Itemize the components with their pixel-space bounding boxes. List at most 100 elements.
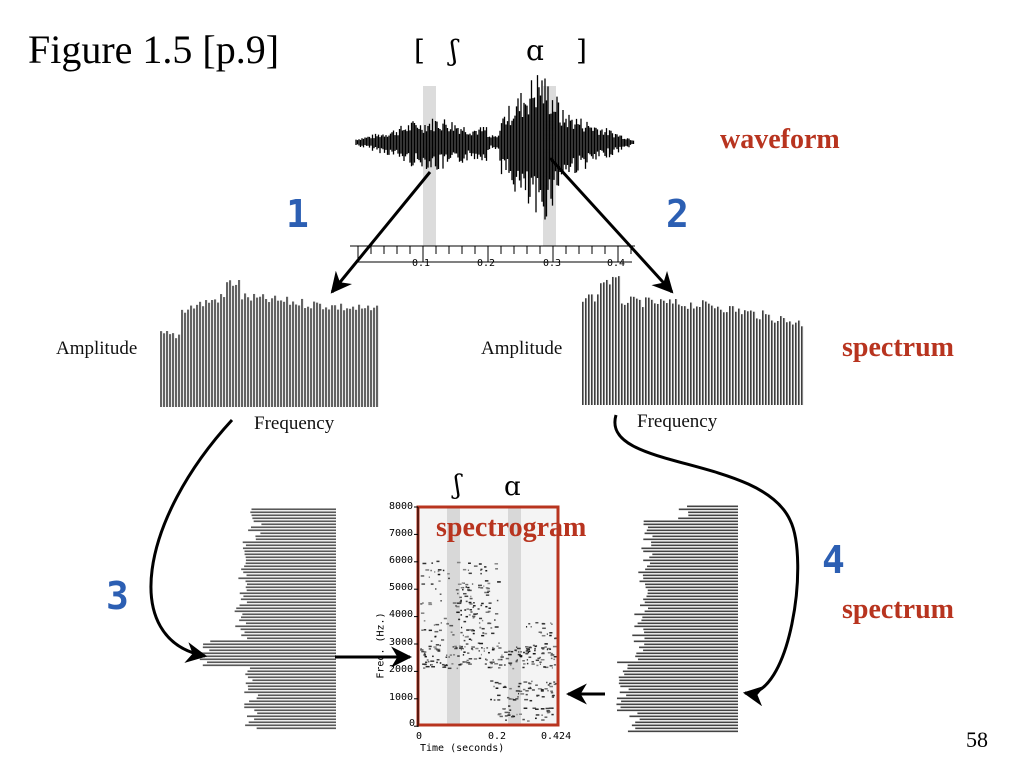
spectrogram-speckle	[494, 619, 496, 621]
spectrum-bar	[765, 314, 768, 405]
spectrogram-speckle	[522, 718, 525, 721]
spectrogram-speckle	[484, 580, 489, 582]
spectrogram-speckle	[517, 696, 519, 698]
spectrum-bar	[635, 727, 738, 730]
spectrogram-speckle	[499, 715, 503, 718]
spectrum-bar	[244, 550, 336, 553]
spectrum-bar	[644, 610, 738, 613]
spectrogram-speckle	[539, 661, 542, 663]
spectrogram-speckle	[501, 654, 503, 656]
spectrum-bar	[316, 302, 319, 407]
spectrum-bar	[244, 706, 336, 709]
spectrum-bar	[647, 592, 738, 595]
spectrogram-speckle	[452, 602, 457, 604]
spectrum-bar	[193, 308, 196, 407]
spectrogram-speckle	[494, 663, 499, 665]
spectrogram-speckle	[440, 622, 443, 624]
spectrogram-speckle	[446, 623, 450, 625]
spectrogram-speckle	[539, 656, 541, 659]
spectrogram-speckle	[478, 584, 482, 587]
spectrum-bar	[648, 297, 651, 405]
arrow-1	[330, 171, 432, 294]
spectrum-bar	[702, 300, 705, 405]
spectrogram-speckle	[468, 562, 471, 565]
spectrum-bar	[220, 294, 223, 407]
spectrogram-speckle	[428, 648, 432, 650]
spectrogram-speckle	[468, 614, 471, 616]
spectrogram-speckle	[480, 587, 484, 589]
spectrum-bar	[741, 314, 744, 405]
spectrogram-speckle	[468, 629, 473, 631]
spectrum-bar	[627, 667, 738, 670]
spectrogram-speckle	[481, 647, 483, 649]
spectrogram-speckle	[435, 644, 440, 646]
spectrogram-speckle	[547, 689, 549, 692]
spectrogram-speckle	[498, 682, 502, 685]
spectrogram-speckle	[462, 568, 467, 571]
spectrogram-speckle	[535, 714, 540, 716]
spectrum-bar	[244, 691, 336, 694]
spectrum-bar	[616, 703, 738, 706]
spectrum-bar	[644, 631, 738, 634]
spectrogram-speckle	[493, 685, 495, 688]
spectrum-bar	[209, 649, 336, 652]
spectrogram-speckle	[468, 638, 472, 641]
sg-ytick-5000: 5000	[389, 582, 414, 593]
spectrogram-speckle	[488, 602, 492, 604]
spectrogram-speckle	[491, 632, 495, 635]
spectrogram-graphic	[414, 505, 560, 727]
spectrogram-speckle	[549, 648, 552, 651]
spectrum-bar	[635, 721, 738, 724]
spectrogram-speckle	[517, 692, 520, 695]
spectrogram-speckle	[512, 699, 517, 701]
spectrogram-speckle	[483, 585, 485, 587]
spectrum-bar	[243, 571, 336, 574]
spectrogram-speckle	[537, 688, 542, 690]
spectrogram-speckle	[493, 699, 496, 701]
spectrogram-speckle	[540, 690, 544, 692]
spectrogram-speckle	[456, 561, 461, 564]
spectrum-bar	[367, 305, 370, 407]
spectrum-bar	[666, 303, 669, 405]
spectrogram-speckle	[475, 647, 479, 650]
spectrogram-speckle	[529, 699, 533, 702]
spectrogram-speckle	[527, 648, 530, 651]
spectrum-bar	[244, 293, 247, 407]
spectrogram-speckle	[485, 569, 488, 572]
spectrum-bar	[588, 294, 591, 405]
step-3: 3	[106, 574, 129, 618]
spectrogram-speckle	[486, 647, 489, 649]
spectrum-bar	[688, 511, 738, 514]
spectrogram-speckle	[422, 663, 427, 665]
spectrum-bar	[635, 655, 738, 658]
spectrogram-speckle	[528, 656, 532, 658]
spectrum-bar	[647, 607, 738, 610]
spectrogram-speckle	[468, 601, 472, 604]
spectrogram-speckle	[544, 716, 548, 718]
spectrogram-speckle	[484, 632, 488, 635]
spectrogram-speckle	[457, 583, 462, 586]
spectrogram-speckle	[546, 633, 548, 635]
spectrogram-speckle	[437, 569, 442, 571]
spectrogram-speckle	[496, 645, 499, 647]
spectrum-bar	[245, 586, 336, 589]
spectrogram-speckle	[549, 634, 552, 637]
spectrum-bar	[247, 670, 336, 673]
spectrogram-speckle	[420, 647, 422, 650]
spectrogram-speckle	[473, 565, 478, 567]
spectrogram-speckle	[519, 655, 523, 658]
spectrum-bar	[634, 613, 738, 616]
spectrogram-speckle	[463, 582, 465, 584]
spectrum-bar	[643, 538, 738, 541]
spectrum-bar	[780, 316, 783, 405]
spectrogram-speckle	[504, 651, 508, 653]
spectrogram-speckle	[435, 588, 437, 590]
spectrogram-speckle	[531, 663, 535, 665]
spectrogram-speckle	[526, 649, 528, 652]
spectrum-bar	[376, 305, 379, 407]
spectrogram-speckle	[511, 715, 514, 718]
spectrum-bar	[645, 297, 648, 405]
spectrogram-speckle	[479, 626, 482, 629]
spectrum-bar	[238, 280, 241, 407]
spectrum-bar	[643, 628, 738, 631]
